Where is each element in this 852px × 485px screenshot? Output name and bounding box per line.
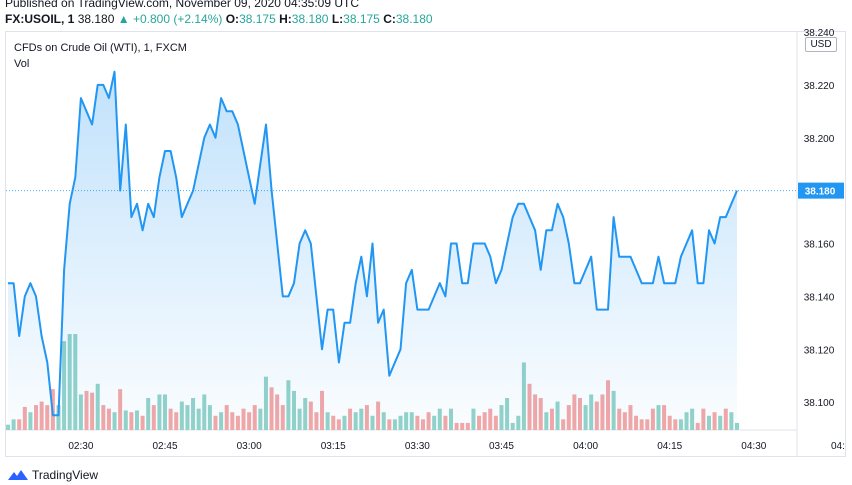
y-tick-label: 38.120: [804, 345, 835, 356]
y-tick-label: 38.140: [804, 292, 835, 303]
high-label: H:: [279, 12, 292, 26]
last-price: 38.180: [77, 12, 115, 26]
high-value: 38.180: [291, 12, 329, 26]
footer-brand-label: TradingView: [32, 468, 99, 482]
x-tick-label: 03:00: [237, 441, 262, 452]
x-tick-label: 04:: [831, 441, 845, 452]
x-tick-label: 03:45: [489, 441, 514, 452]
chart-legend-title[interactable]: CFDs on Crude Oil (WTI), 1, FXCM: [14, 42, 187, 54]
y-tick-label: 38.200: [804, 134, 835, 145]
close-value: 38.180: [395, 12, 433, 26]
x-tick-label: 04:30: [741, 441, 766, 452]
triangle-up-icon: ▲: [117, 12, 130, 26]
footer-brand[interactable]: TradingView: [8, 468, 98, 482]
volume-legend[interactable]: Vol: [14, 58, 30, 70]
x-tick-label: 04:00: [573, 441, 598, 452]
y-tick-label: 38.240: [804, 28, 835, 39]
symbol-label[interactable]: FX:USOIL, 1: [5, 12, 75, 26]
x-tick-label: 02:45: [152, 441, 177, 452]
last-price-label: 38.180: [805, 187, 836, 198]
low-value: 38.175: [343, 12, 380, 26]
tradingview-logo-icon: [8, 470, 28, 480]
y-tick-label: 38.220: [804, 81, 835, 92]
currency-badge[interactable]: USD: [805, 37, 837, 52]
y-tick-label: 38.100: [804, 398, 835, 409]
last-price-tag: [798, 182, 844, 199]
open-label: O:: [225, 12, 240, 26]
y-tick-label: 38.160: [804, 240, 835, 251]
ohlc-bar: FX:USOIL, 1 38.180 ▲ +0.800 (+2.14%) O:3…: [5, 12, 433, 26]
x-tick-label: 03:30: [405, 441, 430, 452]
x-tick-label: 02:30: [68, 441, 93, 452]
open-value: 38.175: [239, 12, 276, 26]
x-tick-label: 04:15: [657, 441, 682, 452]
price-line: [8, 70, 738, 417]
x-tick-label: 03:15: [321, 441, 346, 452]
price-change: +0.800 (+2.14%): [132, 12, 223, 26]
low-label: L:: [331, 12, 344, 26]
chart-frame[interactable]: [5, 31, 846, 457]
published-note: Published on TradingView.com, November 0…: [5, 0, 359, 10]
close-label: C:: [383, 12, 396, 26]
